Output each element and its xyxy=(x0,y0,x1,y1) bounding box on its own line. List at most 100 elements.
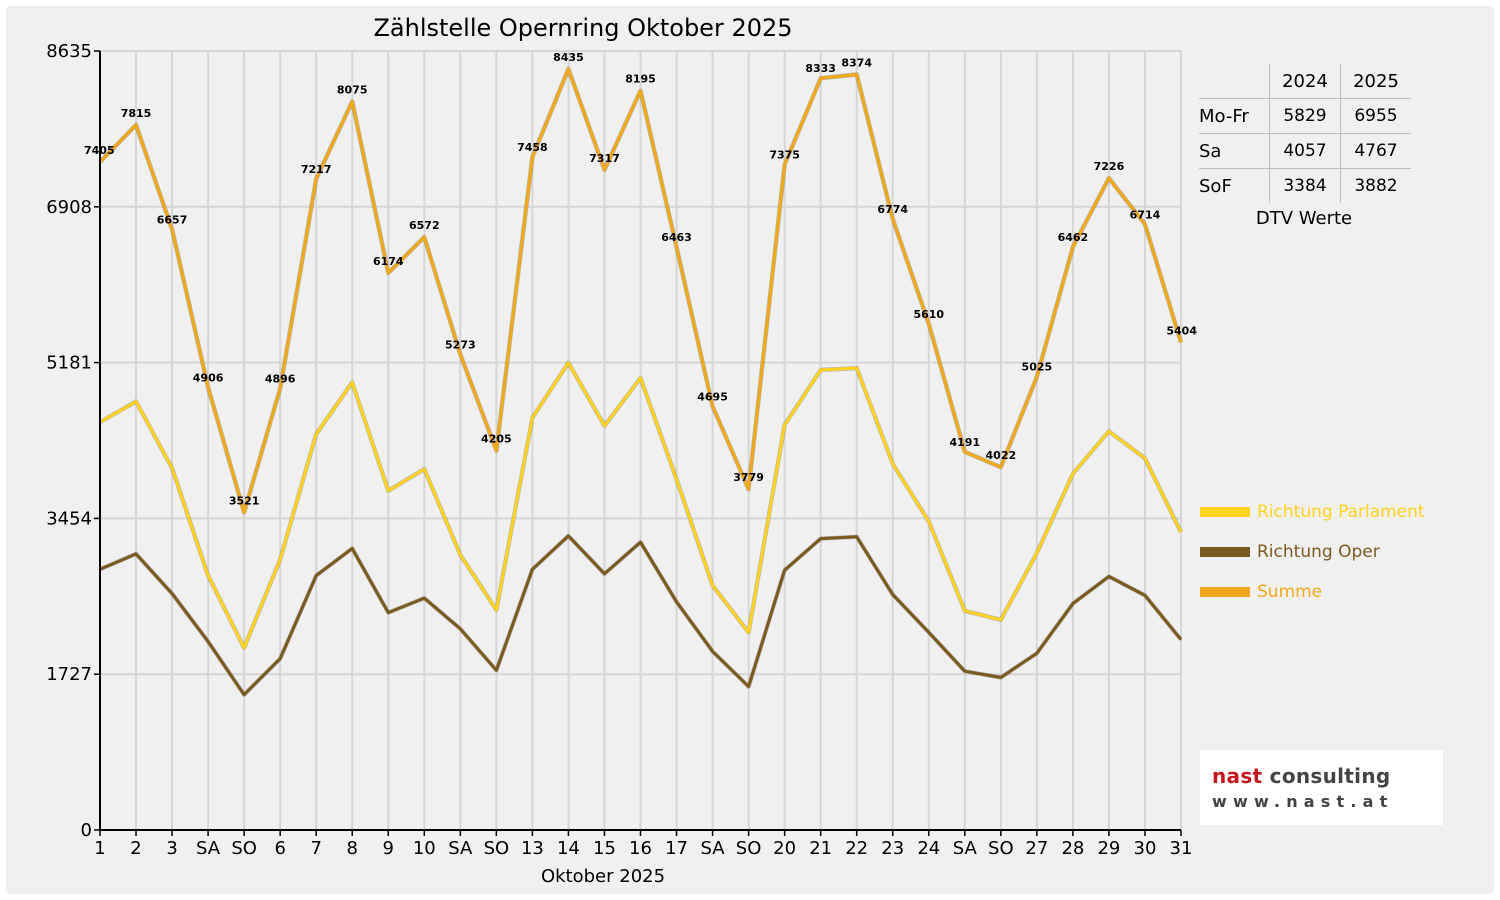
x-tick-label: 29 xyxy=(1097,838,1120,859)
dtv-cell-2024: 4057 xyxy=(1269,133,1341,169)
dtv-row-sa: Sa 4057 4767 xyxy=(1199,133,1411,169)
x-tick-label: 27 xyxy=(1025,838,1048,859)
data-label: 8075 xyxy=(337,84,368,97)
series-line-summe xyxy=(98,67,1183,515)
data-label: 6657 xyxy=(157,213,188,226)
data-label: 6463 xyxy=(661,231,692,244)
y-tick-label: 5181 xyxy=(46,353,92,374)
x-tick-label: 28 xyxy=(1061,838,1084,859)
x-tick-label: SA xyxy=(701,838,726,859)
data-label: 4896 xyxy=(265,372,296,385)
x-tick-label: 31 xyxy=(1170,838,1193,859)
x-tick-label: 30 xyxy=(1134,838,1157,859)
data-label: 7317 xyxy=(589,152,620,165)
x-tick-label: 9 xyxy=(383,838,394,859)
x-tick-label: SO xyxy=(988,838,1014,859)
series-line-oper xyxy=(99,534,1183,697)
dtv-cell-2024: 3384 xyxy=(1269,168,1341,203)
x-tick-label: 22 xyxy=(845,838,868,859)
x-tick-label: 10 xyxy=(413,838,436,859)
legend-label: Richtung Parlament xyxy=(1257,502,1425,522)
y-tick-label: 8635 xyxy=(46,41,92,62)
dtv-row-label: Sa xyxy=(1199,133,1270,169)
data-label: 7405 xyxy=(84,144,115,157)
dtv-row-sof: SoF 3384 3882 xyxy=(1199,168,1411,203)
legend: Richtung Parlament Richtung Oper Summe xyxy=(1200,492,1425,612)
grid-lines xyxy=(100,50,1182,830)
legend-label: Summe xyxy=(1257,582,1323,602)
dtv-caption: DTV Werte xyxy=(1255,208,1353,229)
dtv-cell-2025: 4767 xyxy=(1340,133,1411,169)
x-tick-label: 24 xyxy=(917,838,940,859)
dtv-row-label: SoF xyxy=(1199,168,1270,203)
x-tick-label: SA xyxy=(448,838,473,859)
x-tick-label: 17 xyxy=(665,838,688,859)
chart-title: Zählstelle Opernring Oktober 2025 xyxy=(373,14,792,42)
data-label: 4191 xyxy=(949,436,980,449)
dtv-table: 2024 2025 Mo-Fr 5829 6955 Sa 4057 4767 S… xyxy=(1199,64,1411,203)
logo-url: www.nast.at xyxy=(1212,792,1394,811)
data-label: 7217 xyxy=(301,163,332,176)
dtv-header-empty xyxy=(1199,64,1270,99)
data-label: 8374 xyxy=(841,57,872,70)
data-label: 4906 xyxy=(193,371,224,384)
x-tick-label: 16 xyxy=(629,838,652,859)
x-tick-label: SO xyxy=(736,838,762,859)
data-label: 4695 xyxy=(697,390,728,403)
x-tick-label: 13 xyxy=(521,838,544,859)
legend-item-oper: Richtung Oper xyxy=(1200,532,1425,572)
x-tick-label: 1 xyxy=(94,838,105,859)
legend-swatch xyxy=(1200,507,1250,517)
data-label: 6714 xyxy=(1130,208,1161,221)
x-tick-label: 2 xyxy=(130,838,141,859)
x-axis-label: Oktober 2025 xyxy=(541,866,665,887)
data-label: 7226 xyxy=(1094,160,1125,173)
x-tick-label: 14 xyxy=(557,838,580,859)
data-label: 5404 xyxy=(1166,324,1197,337)
x-tick-label: SA xyxy=(196,838,221,859)
dtv-cell-2025: 3882 xyxy=(1340,168,1411,203)
data-label: 5610 xyxy=(913,308,944,321)
x-tick-label: SO xyxy=(231,838,257,859)
x-tick-label: SO xyxy=(484,838,510,859)
legend-label: Richtung Oper xyxy=(1257,542,1380,562)
data-label: 3779 xyxy=(733,471,764,484)
y-tick-label: 3454 xyxy=(46,508,92,529)
x-tick-label: 21 xyxy=(809,838,832,859)
legend-item-summe: Summe xyxy=(1200,572,1425,612)
dtv-header-2024: 2024 xyxy=(1269,64,1341,99)
data-label: 8195 xyxy=(625,73,656,86)
data-label: 6774 xyxy=(877,203,908,216)
data-label: 6174 xyxy=(373,255,404,268)
data-label: 7458 xyxy=(517,141,548,154)
dtv-cell-2024: 5829 xyxy=(1269,98,1341,134)
data-label: 3521 xyxy=(229,494,260,507)
y-tick-label: 0 xyxy=(81,820,92,841)
dtv-row-mofr: Mo-Fr 5829 6955 xyxy=(1199,98,1411,134)
data-label: 4205 xyxy=(481,433,512,446)
y-tick-label: 1727 xyxy=(46,664,92,685)
data-label: 6572 xyxy=(409,219,440,232)
logo-brand-part2: consulting xyxy=(1269,764,1391,788)
x-tick-label: 6 xyxy=(274,838,285,859)
data-label: 7815 xyxy=(121,107,152,120)
x-tick-label: 3 xyxy=(166,838,177,859)
data-label: 8333 xyxy=(805,62,836,75)
dtv-cell-2025: 6955 xyxy=(1340,98,1411,134)
logo-brand: nast consulting xyxy=(1212,764,1390,788)
series-line-parlament xyxy=(99,361,1183,650)
x-tick-label: 7 xyxy=(310,838,321,859)
legend-swatch xyxy=(1200,587,1250,597)
y-tick-label: 6908 xyxy=(46,197,92,218)
x-tick-label: 15 xyxy=(593,838,616,859)
dtv-header-2025: 2025 xyxy=(1340,64,1411,99)
series-lines xyxy=(98,66,1184,697)
data-label: 5025 xyxy=(1022,361,1053,374)
data-labels: 7405 7815 6657 4906 3521 4896 7217 8075 6174 6572… xyxy=(84,51,1197,507)
data-label: 7375 xyxy=(769,149,800,162)
dtv-row-label: Mo-Fr xyxy=(1199,98,1270,134)
data-label: 4022 xyxy=(986,449,1017,462)
x-tick-label: 8 xyxy=(347,838,358,859)
